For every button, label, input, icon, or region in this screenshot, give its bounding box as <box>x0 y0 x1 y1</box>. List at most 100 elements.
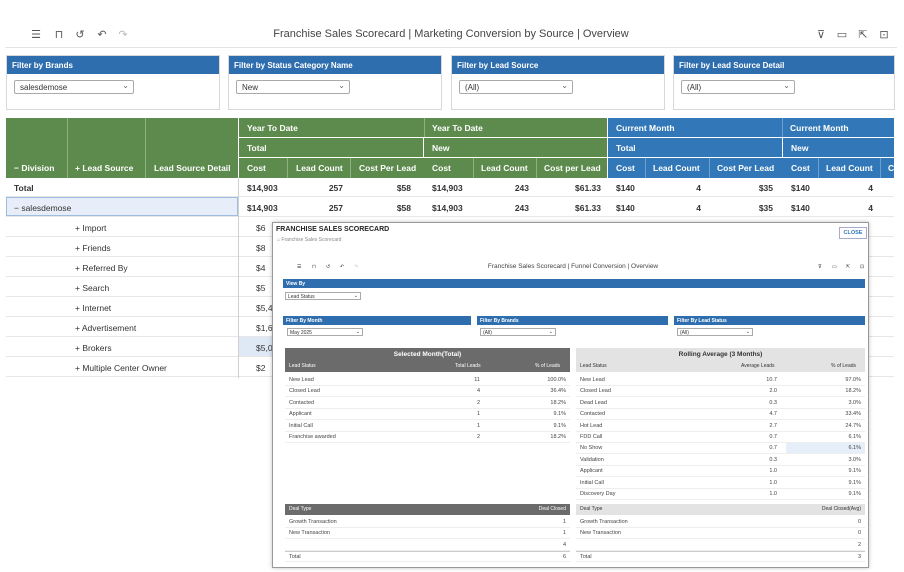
cell: 1.0 <box>769 479 777 486</box>
popup-filter-month-select[interactable]: May 2025 ⌄ <box>287 328 363 336</box>
popup-filter-lead-status-select[interactable]: (All) ⌄ <box>677 328 753 336</box>
cm-new-status: New <box>783 138 894 157</box>
cell: FDD Call <box>580 434 603 440</box>
cell-highlight <box>786 443 865 454</box>
list-item: Applicant 1.0 9.1% <box>576 466 865 478</box>
value-cell: $4 <box>256 263 266 273</box>
redo-icon[interactable]: ↷ <box>354 264 359 270</box>
cell: Hot Lead <box>580 422 603 429</box>
value-cell: $6 <box>256 223 266 233</box>
bookmark-icon[interactable]: ⊓ <box>312 264 316 270</box>
contents-icon[interactable]: ☰ <box>297 264 302 270</box>
expand-lead-source[interactable]: + Friends <box>75 243 111 253</box>
undo-icon[interactable]: ↶ <box>97 28 107 41</box>
ytd-new-period-label: Year To Date <box>432 123 483 133</box>
cell: Initial Call <box>289 422 313 429</box>
col-lead-count: Lead Count <box>653 163 700 173</box>
close-button[interactable]: CLOSE <box>839 227 867 239</box>
left-deal-header: Deal Type Deal Closed <box>285 504 570 515</box>
filter-status-category-select[interactable]: New ⌄ <box>236 80 350 94</box>
expand-lead-source[interactable]: + Internet <box>75 303 112 313</box>
popup-filter-lead-status-label: Filter By Lead Status <box>674 316 865 325</box>
deal-total-row: Total 3 <box>576 551 865 562</box>
table-row-division[interactable]: − salesdemose $14,903 257 $58 $14,903 24… <box>6 197 894 217</box>
cell: Growth Transaction <box>289 519 337 525</box>
chevron-down-icon: ⌄ <box>338 81 345 90</box>
list-item: New Transaction 1 <box>285 528 570 540</box>
list-item: Dead Lead 0.3 3.0% <box>576 398 865 409</box>
col-cost-per-lead: Cost per Lead <box>544 163 601 173</box>
popup-filter-lead-status-value: (All) <box>680 330 689 336</box>
cell: 2 <box>476 399 480 406</box>
download-icon[interactable]: ⊡ <box>879 28 889 41</box>
contents-icon[interactable]: ☰ <box>31 28 41 41</box>
bookmark-icon[interactable]: ⊓ <box>54 28 64 41</box>
col-deal-closed: Deal Closed <box>538 506 566 512</box>
share-icon[interactable]: ⇱ <box>858 28 868 41</box>
cell: Discovery Day <box>580 491 616 497</box>
filter-brands-select[interactable]: salesdemose ⌄ <box>14 80 134 94</box>
value-cell: $8 <box>256 243 266 253</box>
view-by-value: Lead Status <box>288 294 315 300</box>
filter-lead-source-detail: Filter by Lead Source Detail (All) ⌄ <box>673 55 895 110</box>
cm-col-headers: Cost Lead Count Cost Per Lead Cost Lead … <box>608 158 894 178</box>
filter-lead-source-detail-select[interactable]: (All) ⌄ <box>681 80 795 94</box>
cell: 9.1% <box>848 491 861 497</box>
lead-source-header-label: Lead Source <box>82 163 134 173</box>
filter-icon[interactable]: ⊽ <box>818 264 822 270</box>
cell: 2 <box>857 541 861 548</box>
comment-icon[interactable]: ▭ <box>832 264 837 270</box>
revert-icon[interactable]: ↺ <box>326 264 331 270</box>
expand-lead-source[interactable]: + Multiple Center Owner <box>75 363 167 373</box>
cell: 0.7 <box>769 445 777 452</box>
popup-breadcrumb[interactable]: ⌂ Franchise Sales Scorecard <box>277 237 342 243</box>
undo-icon[interactable]: ↶ <box>340 264 345 270</box>
expand-lead-source[interactable]: + Referred By <box>75 263 128 273</box>
download-icon[interactable]: ⊡ <box>860 264 865 270</box>
left-panel-title: Selected Month(Total) <box>393 351 462 358</box>
share-icon[interactable]: ⇱ <box>846 264 851 270</box>
row-header-block <box>6 118 238 178</box>
cell: 2 <box>476 434 480 440</box>
division-header-label: Division <box>21 163 55 173</box>
right-panel-header: Rolling Average (3 Months) Lead Status A… <box>576 348 865 372</box>
col-deal-type: Deal Type <box>289 506 312 512</box>
cell: New Transaction <box>580 530 621 537</box>
col-cost: Cost <box>247 163 266 173</box>
cell: 33.4% <box>845 411 861 418</box>
cell: 2.0 <box>769 388 777 395</box>
value-cell: $5 <box>256 283 266 293</box>
division-header[interactable]: − Division <box>14 163 55 173</box>
list-item: Applicant 1 9.1% <box>285 409 570 421</box>
expand-lead-source[interactable]: + Advertisement <box>75 323 137 333</box>
expand-lead-source[interactable]: + Search <box>75 283 110 293</box>
cell: 2.7 <box>769 422 777 429</box>
chevron-down-icon: ⌄ <box>548 329 553 335</box>
list-item: Hot Lead 2.7 24.7% <box>576 421 865 432</box>
value-cell: $61.33 <box>575 203 601 213</box>
list-item: Franchise awarded 2 18.2% <box>285 432 570 443</box>
cell: 36.4% <box>550 388 566 395</box>
comment-icon[interactable]: ▭ <box>836 28 848 41</box>
list-item: No Show 0.7 6.1% <box>576 443 865 455</box>
cell: Applicant <box>580 468 603 475</box>
cell: 0.3 <box>769 456 777 463</box>
list-item: Initial Call 1.0 9.1% <box>576 478 865 489</box>
redo-icon[interactable]: ↷ <box>118 28 128 41</box>
popup-filter-brands-select[interactable]: (All) ⌄ <box>480 328 556 336</box>
expand-lead-source[interactable]: + Brokers <box>75 343 112 353</box>
revert-icon[interactable]: ↺ <box>75 28 85 41</box>
filter-lead-source-select[interactable]: (All) ⌄ <box>459 80 573 94</box>
lead-source-label: Referred By <box>82 263 128 273</box>
collapse-division[interactable]: − salesdemose <box>14 203 72 213</box>
table-row-total[interactable]: Total $14,903 257 $58 $14,903 243 $61.33… <box>6 177 894 197</box>
cell: 9.1% <box>553 411 566 418</box>
list-item: Contacted 4.7 33.4% <box>576 409 865 421</box>
right-panel-title: Rolling Average (3 Months) <box>678 351 763 358</box>
filter-icon[interactable]: ⊽ <box>816 28 826 41</box>
filter-brands-label: Filter by Brands <box>7 56 219 74</box>
filter-lead-source-detail-label: Filter by Lead Source Detail <box>674 56 894 74</box>
view-by-select[interactable]: Lead Status ⌄ <box>285 292 361 300</box>
lead-source-header[interactable]: + Lead Source <box>75 163 134 173</box>
expand-lead-source[interactable]: + Import <box>75 223 107 233</box>
